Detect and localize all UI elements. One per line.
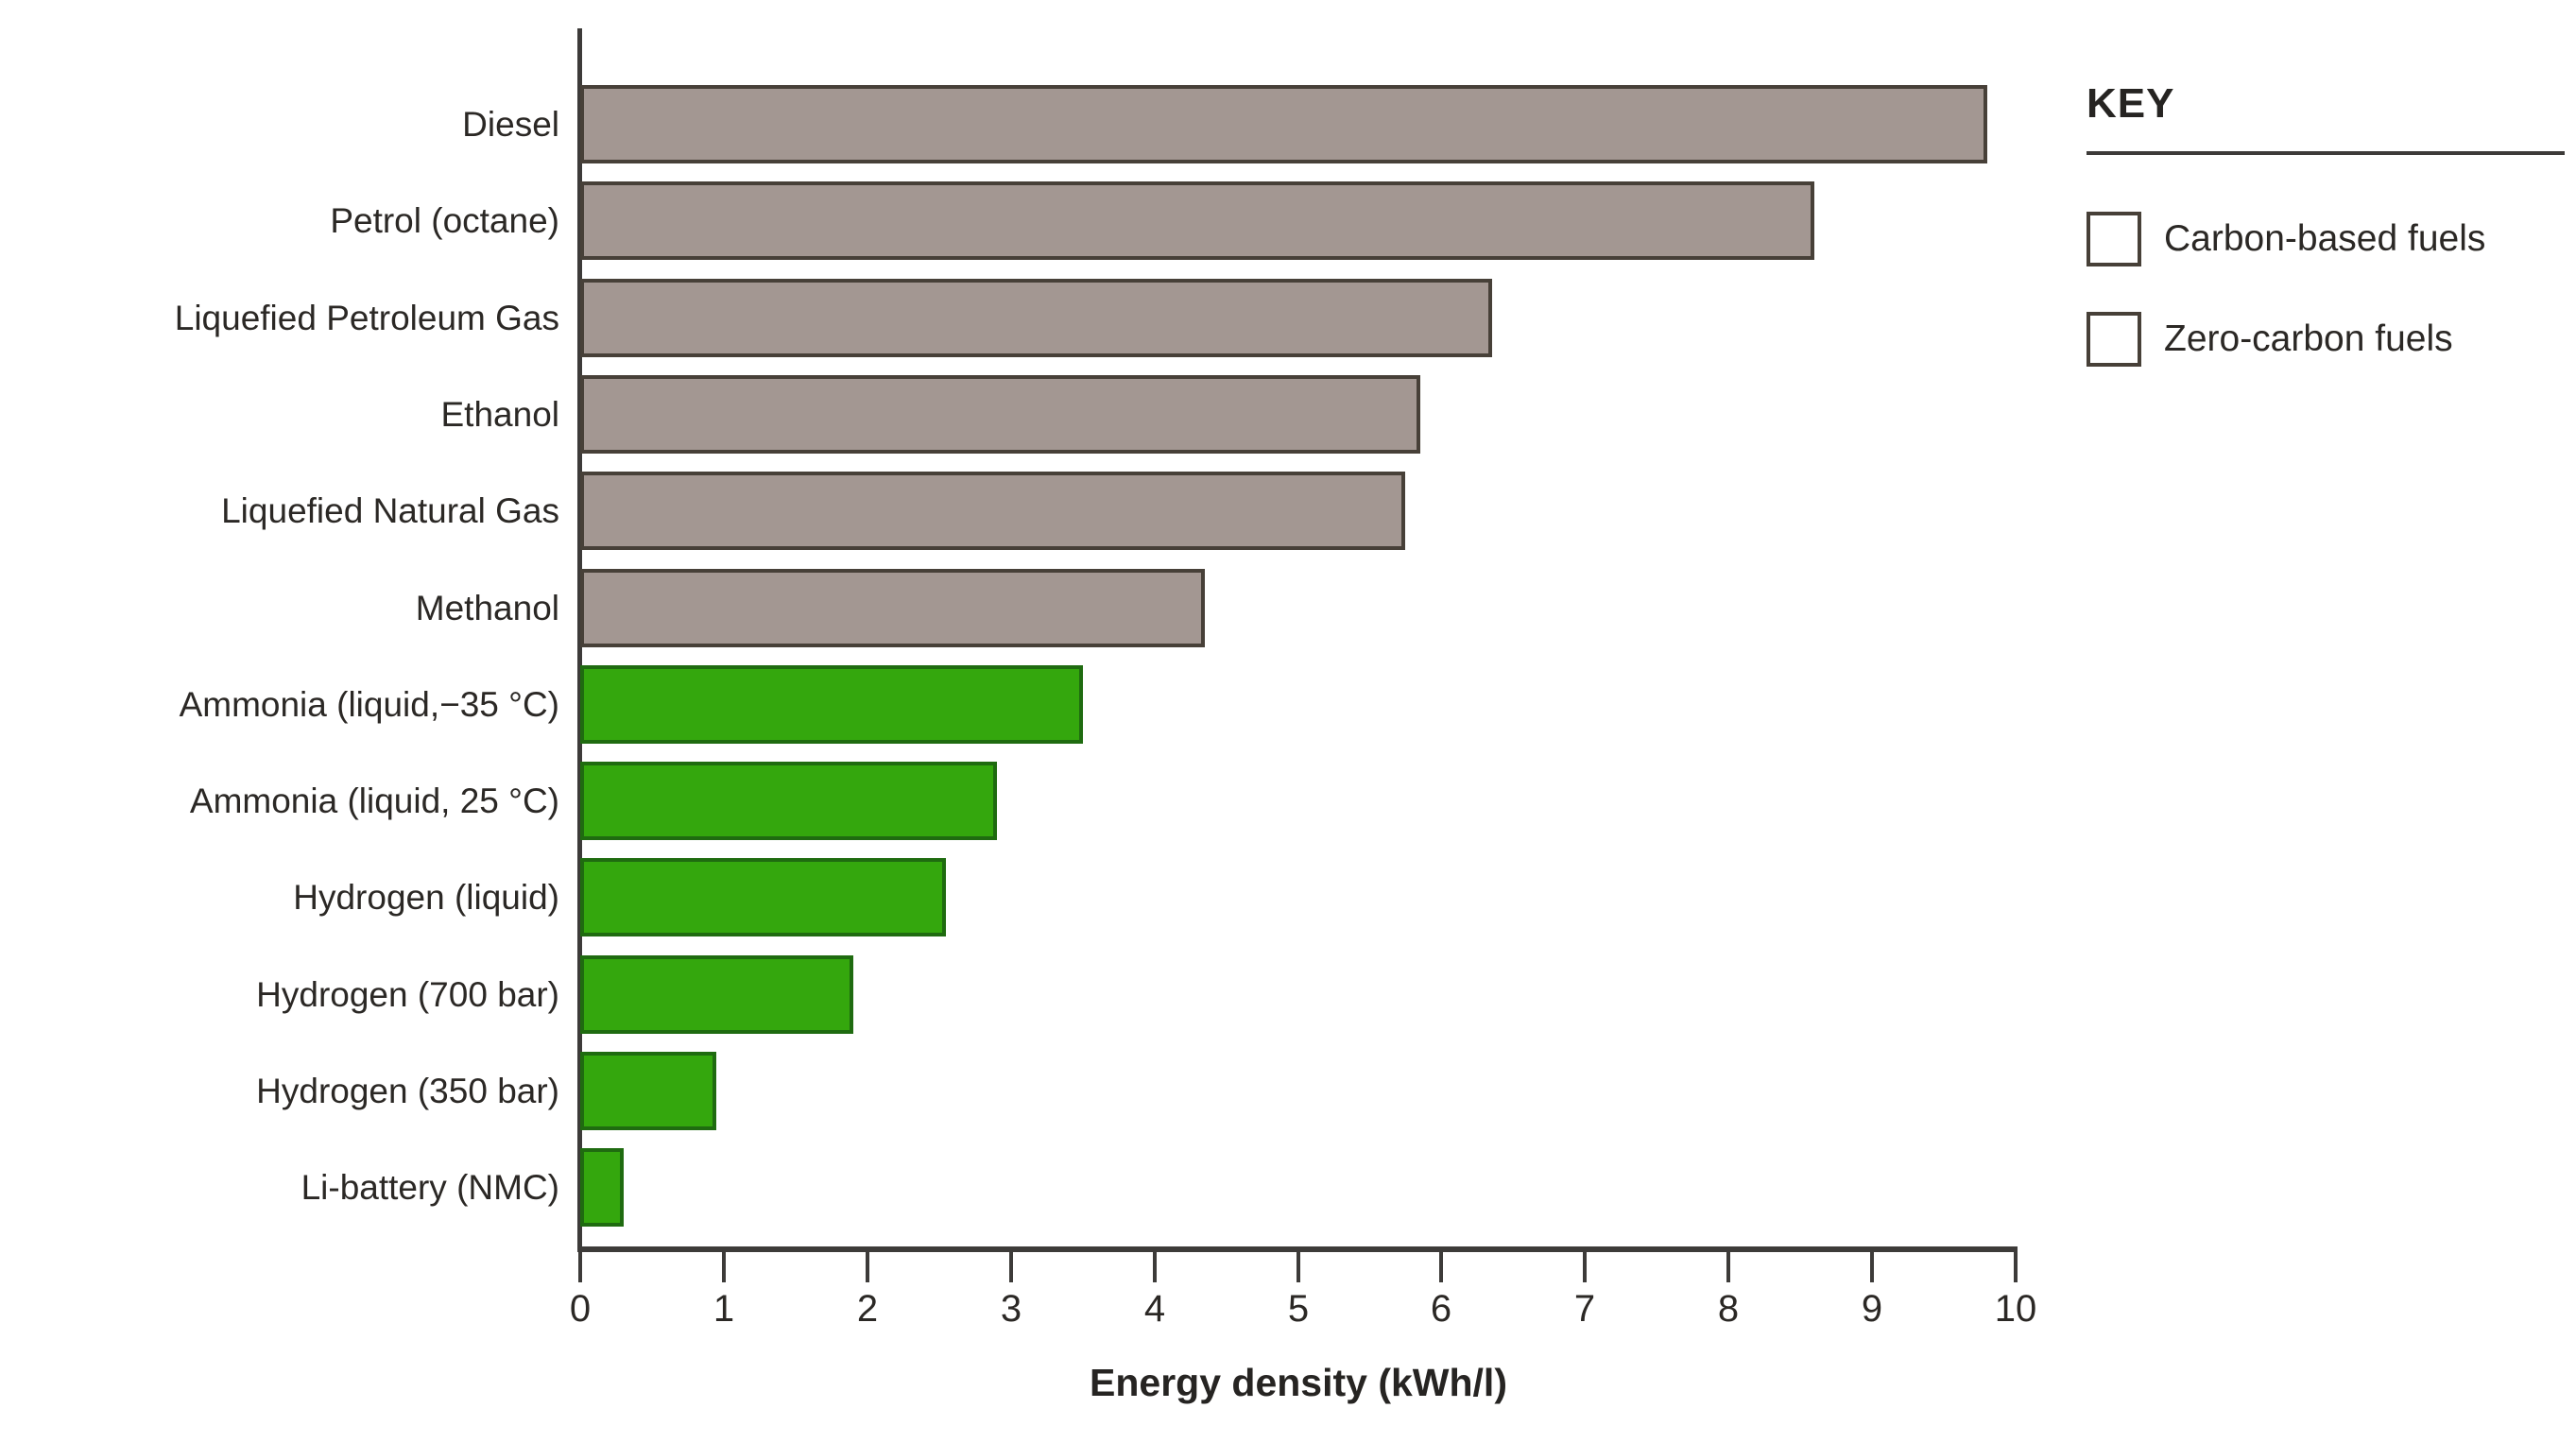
x-tick-label: 9 xyxy=(1861,1288,1883,1330)
category-label: Petrol (octane) xyxy=(330,201,559,240)
category-label: Methanol xyxy=(415,589,559,627)
bar-zero-fuel xyxy=(580,665,1083,744)
bar-zero-fuel xyxy=(580,858,946,936)
legend-title: KEY xyxy=(2087,80,2175,127)
carbon-based-fuels-swatch xyxy=(2087,212,2141,266)
x-tick-label: 4 xyxy=(1143,1288,1166,1330)
zero-carbon-fuels-swatch xyxy=(2087,312,2141,367)
legend-entry-zero-carbon-fuels: Zero-carbon fuels xyxy=(2087,312,2565,367)
bar-carbon-fuel xyxy=(580,375,1420,454)
x-tick xyxy=(2014,1252,2018,1282)
category-label: Diesel xyxy=(462,105,559,144)
category-label: Hydrogen (700 bar) xyxy=(256,975,559,1014)
bar-zero-fuel xyxy=(580,762,997,840)
bar-zero-fuel xyxy=(580,1052,716,1130)
x-tick-label: 3 xyxy=(1000,1288,1022,1330)
bar-carbon-fuel xyxy=(580,472,1405,550)
legend-entry-carbon-based-fuels: Carbon-based fuels xyxy=(2087,212,2565,266)
x-tick xyxy=(1153,1252,1157,1282)
x-axis-line xyxy=(577,1246,2018,1252)
x-tick-label: 1 xyxy=(713,1288,735,1330)
x-tick xyxy=(866,1252,869,1282)
x-tick-label: 5 xyxy=(1287,1288,1310,1330)
legend-entry-label: Zero-carbon fuels xyxy=(2164,318,2453,359)
x-axis-title: Energy density (kWh/l) xyxy=(1090,1361,1507,1404)
x-tick xyxy=(1870,1252,1874,1282)
x-tick xyxy=(578,1252,582,1282)
category-label: Liquefied Natural Gas xyxy=(221,491,559,530)
bar-carbon-fuel xyxy=(580,569,1205,647)
category-label: Hydrogen (350 bar) xyxy=(256,1072,559,1110)
x-tick-label: 0 xyxy=(569,1288,592,1330)
y-axis-line xyxy=(577,28,582,1252)
x-tick xyxy=(1297,1252,1300,1282)
bar-zero-fuel xyxy=(580,955,853,1034)
bar-carbon-fuel xyxy=(580,279,1492,357)
category-label: Liquefied Petroleum Gas xyxy=(174,299,559,337)
x-tick-label: 10 xyxy=(1994,1288,2037,1330)
x-tick xyxy=(1583,1252,1587,1282)
category-label: Ethanol xyxy=(440,395,560,434)
x-tick xyxy=(722,1252,726,1282)
x-tick-label: 7 xyxy=(1573,1288,1596,1330)
category-label: Hydrogen (liquid) xyxy=(293,878,559,917)
x-tick xyxy=(1726,1252,1730,1282)
category-label: Li-battery (NMC) xyxy=(301,1168,559,1207)
legend-rule xyxy=(2087,151,2565,155)
bar-carbon-fuel xyxy=(580,181,1814,260)
x-tick-label: 6 xyxy=(1430,1288,1452,1330)
category-label: Ammonia (liquid, 25 °C) xyxy=(189,782,559,820)
legend-entry-label: Carbon-based fuels xyxy=(2164,217,2486,259)
x-tick-label: 8 xyxy=(1717,1288,1740,1330)
bar-zero-fuel xyxy=(580,1148,624,1227)
legend: KEY Carbon-based fuels Zero-carbon fuels xyxy=(2087,83,2565,367)
x-tick xyxy=(1439,1252,1443,1282)
x-tick-label: 2 xyxy=(856,1288,879,1330)
category-label: Ammonia (liquid,−35 °C) xyxy=(179,685,559,724)
x-tick xyxy=(1009,1252,1013,1282)
bar-carbon-fuel xyxy=(580,85,1987,163)
